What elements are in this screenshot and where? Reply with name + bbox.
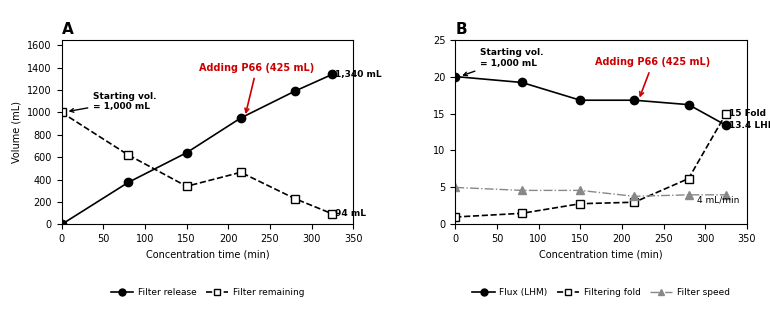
Text: Starting vol.
= 1,000 mL: Starting vol. = 1,000 mL	[464, 49, 544, 76]
Text: 94 mL: 94 mL	[335, 209, 366, 218]
Text: Adding P66 (425 mL): Adding P66 (425 mL)	[595, 57, 711, 96]
Text: B: B	[455, 22, 467, 37]
Text: Adding P66 (425 mL): Adding P66 (425 mL)	[199, 63, 314, 113]
X-axis label: Concentration time (min): Concentration time (min)	[146, 250, 270, 260]
Text: Starting vol.
= 1,000 mL: Starting vol. = 1,000 mL	[70, 91, 157, 112]
X-axis label: Concentration time (min): Concentration time (min)	[539, 250, 663, 260]
Text: 1,340 mL: 1,340 mL	[335, 70, 381, 79]
Legend: Flux (LHM), Filtering fold, Filter speed: Flux (LHM), Filtering fold, Filter speed	[469, 284, 733, 301]
Text: 15 Fold: 15 Fold	[728, 109, 765, 118]
Y-axis label: Volume (mL): Volume (mL)	[12, 101, 22, 163]
Text: 13.4 LHM: 13.4 LHM	[728, 121, 770, 130]
Legend: Filter release, Filter remaining: Filter release, Filter remaining	[107, 284, 308, 301]
Text: 4 mL/min: 4 mL/min	[697, 195, 739, 205]
Text: A: A	[62, 22, 73, 37]
